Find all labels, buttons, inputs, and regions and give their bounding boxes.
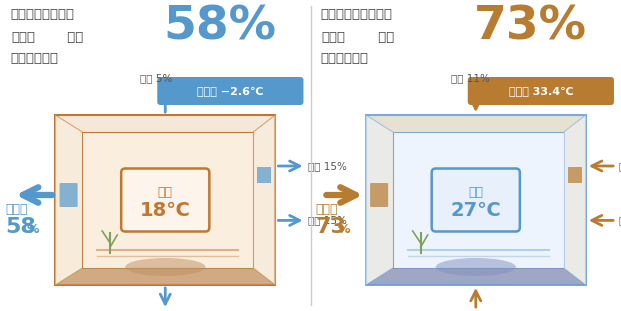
- FancyBboxPatch shape: [432, 169, 520, 231]
- Text: 18℃: 18℃: [140, 201, 191, 220]
- Bar: [392, 132, 564, 268]
- Polygon shape: [366, 115, 392, 285]
- FancyBboxPatch shape: [370, 183, 388, 207]
- Text: 73: 73: [315, 217, 347, 237]
- Text: 室温: 室温: [468, 187, 483, 199]
- Text: 屋根 11%: 屋根 11%: [451, 73, 489, 83]
- Text: 73%: 73%: [474, 5, 587, 50]
- Text: 外気温 −2.6℃: 外気温 −2.6℃: [197, 86, 264, 96]
- Text: 開口部: 開口部: [11, 31, 35, 44]
- FancyBboxPatch shape: [121, 169, 209, 231]
- Text: 換気 6%: 換気 6%: [619, 161, 621, 171]
- Text: から: から: [63, 31, 83, 44]
- Ellipse shape: [125, 258, 206, 276]
- Text: 外壁 7%: 外壁 7%: [619, 216, 621, 225]
- Text: 冬の暖房時の熱が: 冬の暖房時の熱が: [10, 8, 74, 21]
- Text: 58%: 58%: [164, 5, 277, 50]
- FancyBboxPatch shape: [468, 77, 614, 105]
- Text: 58: 58: [5, 217, 36, 237]
- Text: %: %: [338, 223, 350, 236]
- Polygon shape: [253, 115, 276, 285]
- Text: 屋根 5%: 屋根 5%: [140, 73, 173, 83]
- Text: 開口部: 開口部: [315, 203, 338, 216]
- Polygon shape: [564, 115, 586, 285]
- Text: 開口部: 開口部: [322, 31, 345, 44]
- Polygon shape: [55, 268, 276, 285]
- Text: 27℃: 27℃: [450, 201, 501, 220]
- Polygon shape: [55, 115, 82, 285]
- FancyBboxPatch shape: [7, 28, 63, 50]
- Ellipse shape: [436, 258, 516, 276]
- FancyBboxPatch shape: [157, 77, 304, 105]
- Bar: [55, 115, 276, 285]
- Bar: [568, 166, 582, 183]
- Polygon shape: [366, 268, 586, 285]
- Text: %: %: [27, 223, 40, 236]
- Bar: [258, 166, 271, 183]
- Text: から: から: [374, 31, 394, 44]
- FancyBboxPatch shape: [60, 183, 78, 207]
- Text: 開口部: 開口部: [5, 203, 27, 216]
- Bar: [366, 115, 586, 285]
- Text: 換気 15%: 換気 15%: [309, 161, 347, 171]
- Text: 室温: 室温: [158, 187, 173, 199]
- Text: 外壁 15%: 外壁 15%: [309, 216, 347, 225]
- Text: 流失する割合: 流失する割合: [10, 52, 58, 65]
- Text: 夏の冷房時（昼）に: 夏の冷房時（昼）に: [320, 8, 392, 21]
- Text: 熱が入る割合: 熱が入る割合: [320, 52, 368, 65]
- FancyBboxPatch shape: [317, 28, 374, 50]
- Text: 外気温 33.4℃: 外気温 33.4℃: [509, 86, 573, 96]
- Bar: [82, 132, 253, 268]
